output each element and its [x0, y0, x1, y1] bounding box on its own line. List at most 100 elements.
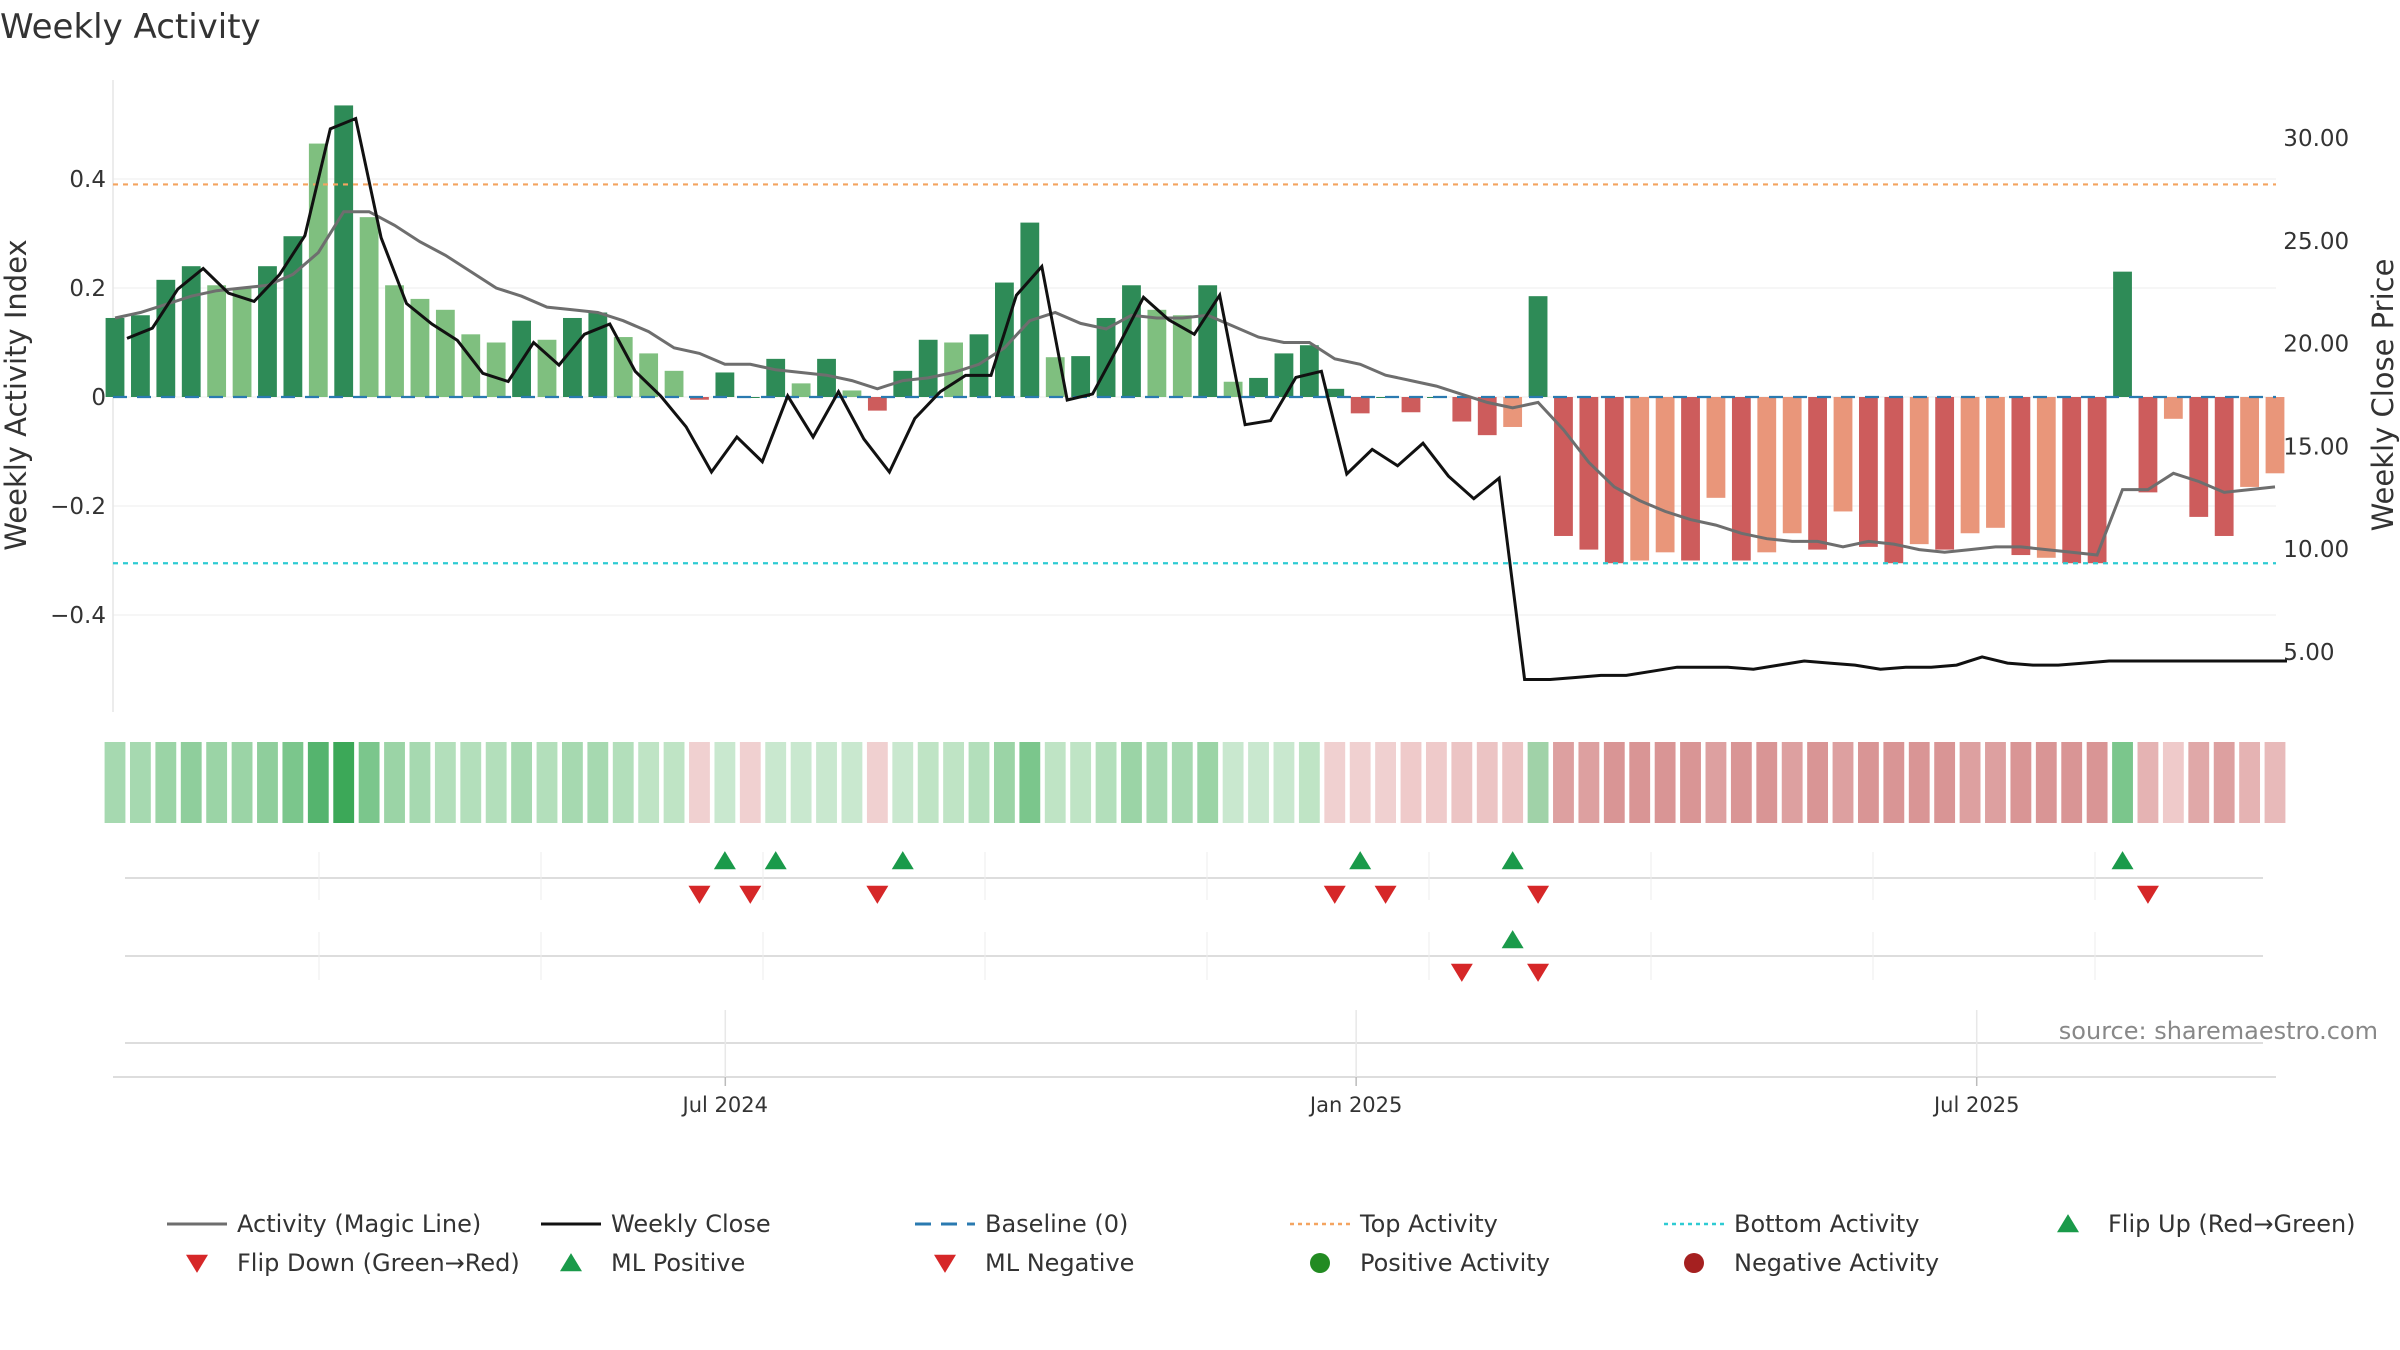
flip-down-marker: [1527, 885, 1550, 904]
legend-label: Negative Activity: [1734, 1249, 1939, 1277]
activity-bar: [1782, 397, 1802, 534]
activity-bar: [1909, 397, 1929, 545]
flip-up-marker: [2111, 851, 2134, 870]
activity-bar: [2240, 397, 2259, 487]
x-axis: Jul 2024 Jan 2025 Jul 2025: [113, 1010, 2276, 1117]
legend-up-triangle: [560, 1253, 582, 1272]
flip-down-marker: [2136, 885, 2159, 904]
legend-item: Weekly Close: [541, 1210, 771, 1238]
activity-bar: [359, 217, 379, 397]
strip-cell: [1146, 742, 1168, 823]
activity-bar: [232, 288, 252, 397]
activity-bar: [1859, 397, 1878, 547]
legend-label: Top Activity: [1359, 1210, 1498, 1238]
legend-item: Positive Activity: [1310, 1249, 1550, 1277]
strip-cell: [714, 742, 736, 823]
strip-cell: [1985, 742, 2006, 823]
legend-item: Flip Up (Red→Green): [2057, 1210, 2356, 1238]
source-note: source: sharemaestro.com: [2059, 1017, 2378, 1045]
activity-heat-strip: [104, 742, 2286, 823]
strip-cell: [1654, 742, 1676, 823]
activity-bar: [1884, 397, 1904, 564]
activity-bar: [1986, 397, 2005, 528]
activity-bar: [1528, 296, 1548, 397]
strip-cell: [790, 742, 812, 823]
strip-cell: [434, 742, 456, 823]
strip-cell: [2162, 742, 2184, 823]
flip-down-marker: [866, 885, 889, 904]
activity-bar: [2113, 271, 2132, 397]
flip-up-marker: [1501, 851, 1524, 870]
legend-label: Flip Down (Green→Red): [237, 1249, 520, 1277]
activity-bar: [1655, 397, 1675, 553]
activity-bar: [613, 337, 633, 397]
y2-tick-label: 30.00: [2276, 126, 2349, 152]
legend-item: Activity (Magic Line): [167, 1210, 481, 1238]
activity-bar: [1681, 397, 1700, 561]
legend-item: Flip Down (Green→Red): [186, 1249, 520, 1277]
activity-bar: [867, 397, 887, 411]
legend-item: Negative Activity: [1684, 1249, 1939, 1277]
strip-cell: [1273, 742, 1295, 823]
activity-bar: [817, 358, 836, 397]
x-tick-label: Jan 2025: [1308, 1093, 1403, 1117]
strip-cell: [2061, 742, 2083, 823]
y2-axis-label: Weekly Close Price: [2366, 259, 2400, 532]
strip-cell: [104, 742, 126, 823]
strip-cell: [511, 742, 533, 823]
strip-cell: [2239, 742, 2261, 823]
activity-bar: [1299, 345, 1319, 397]
activity-bar: [1350, 397, 1370, 414]
activity-bars: [105, 105, 2285, 564]
activity-bar: [791, 383, 811, 397]
strip-cell: [1959, 742, 1981, 823]
activity-bar: [1172, 315, 1192, 397]
strip-cell: [282, 742, 304, 823]
activity-bar: [385, 285, 404, 397]
strip-cell: [917, 742, 939, 823]
activity-bar: [156, 279, 176, 397]
flip-up-marker: [1349, 851, 1372, 870]
y-tick-label: 0.4: [69, 167, 106, 193]
flip-up-marker: [891, 851, 914, 870]
activity-bar: [2011, 397, 2031, 556]
strip-cell: [739, 742, 761, 823]
strip-cell: [1095, 742, 1117, 823]
y2-tick-label: 20.00: [2276, 332, 2349, 358]
strip-cell: [2035, 742, 2057, 823]
activity-bar: [486, 342, 506, 397]
activity-bar: [893, 370, 913, 397]
x-tick-label: Jul 2024: [681, 1093, 768, 1117]
activity-bar: [1604, 397, 1624, 564]
activity-bar: [995, 282, 1014, 397]
strip-cell: [1680, 742, 1701, 823]
strip-cell: [2010, 742, 2032, 823]
activity-bar: [181, 266, 201, 397]
activity-bar: [207, 285, 227, 397]
activity-bar: [1249, 377, 1268, 397]
legend-up-triangle: [2057, 1214, 2079, 1233]
legend-label: Bottom Activity: [1734, 1210, 1919, 1238]
activity-bar: [1757, 397, 1777, 553]
strip-cell: [2137, 742, 2159, 823]
legend-circle-swatch: [1684, 1253, 1704, 1273]
strip-cell: [129, 742, 151, 823]
flip-down-marker: [1374, 885, 1397, 904]
legend-down-triangle: [186, 1254, 208, 1273]
strip-cell: [333, 742, 355, 823]
activity-bar: [2189, 397, 2209, 517]
strip-cell: [968, 742, 990, 823]
activity-bar: [1274, 353, 1294, 397]
legend-item: ML Negative: [934, 1249, 1134, 1277]
ml-negative-marker: [1527, 963, 1550, 982]
legend-item: ML Positive: [560, 1249, 745, 1277]
ml-negative-marker: [1450, 963, 1473, 982]
y2-tick-label: 5.00: [2276, 640, 2335, 666]
weekly-close-line: [126, 116, 2287, 681]
flip-down-marker: [688, 885, 711, 904]
activity-bar: [1554, 397, 1573, 536]
strip-cell: [1578, 742, 1600, 823]
activity-bar: [435, 309, 455, 397]
strip-cell: [1553, 742, 1574, 823]
